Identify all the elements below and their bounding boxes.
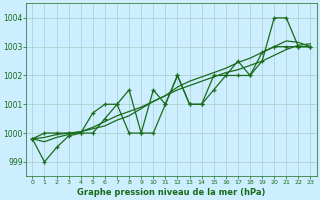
X-axis label: Graphe pression niveau de la mer (hPa): Graphe pression niveau de la mer (hPa) — [77, 188, 266, 197]
